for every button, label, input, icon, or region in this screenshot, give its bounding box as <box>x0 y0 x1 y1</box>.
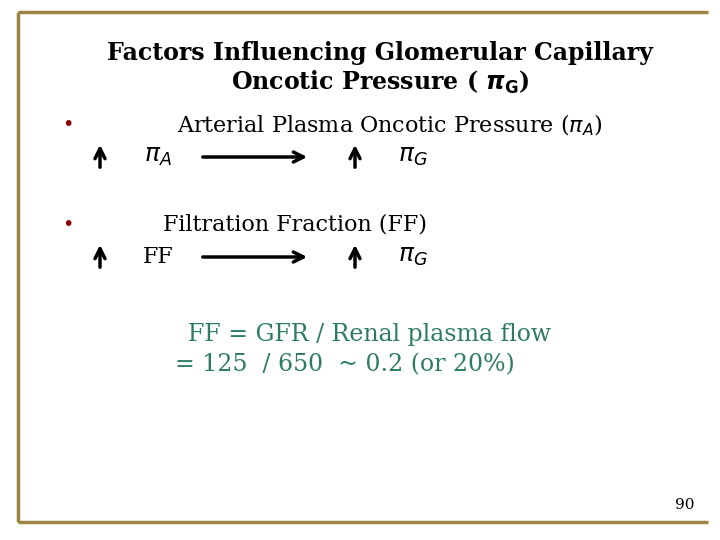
Text: $\pi_G$: $\pi_G$ <box>398 145 428 168</box>
Text: $\pi_A$: $\pi_A$ <box>144 145 172 168</box>
Text: Oncotic Pressure ( $\boldsymbol{\pi}_\mathbf{G}$): Oncotic Pressure ( $\boldsymbol{\pi}_\ma… <box>230 69 529 96</box>
Text: Filtration Fraction (FF): Filtration Fraction (FF) <box>163 214 427 236</box>
Text: •: • <box>63 215 73 234</box>
Text: Arterial Plasma Oncotic Pressure ($\pi_A$): Arterial Plasma Oncotic Pressure ($\pi_A… <box>177 112 603 138</box>
Text: = 125  / 650  ~ 0.2 (or 20%): = 125 / 650 ~ 0.2 (or 20%) <box>175 354 515 376</box>
Text: Factors Influencing Glomerular Capillary: Factors Influencing Glomerular Capillary <box>107 41 653 65</box>
Text: FF: FF <box>143 246 174 268</box>
Text: $\pi_G$: $\pi_G$ <box>398 246 428 268</box>
Text: FF = GFR / Renal plasma flow: FF = GFR / Renal plasma flow <box>189 323 552 347</box>
Text: 90: 90 <box>675 498 695 512</box>
Text: •: • <box>63 116 73 134</box>
